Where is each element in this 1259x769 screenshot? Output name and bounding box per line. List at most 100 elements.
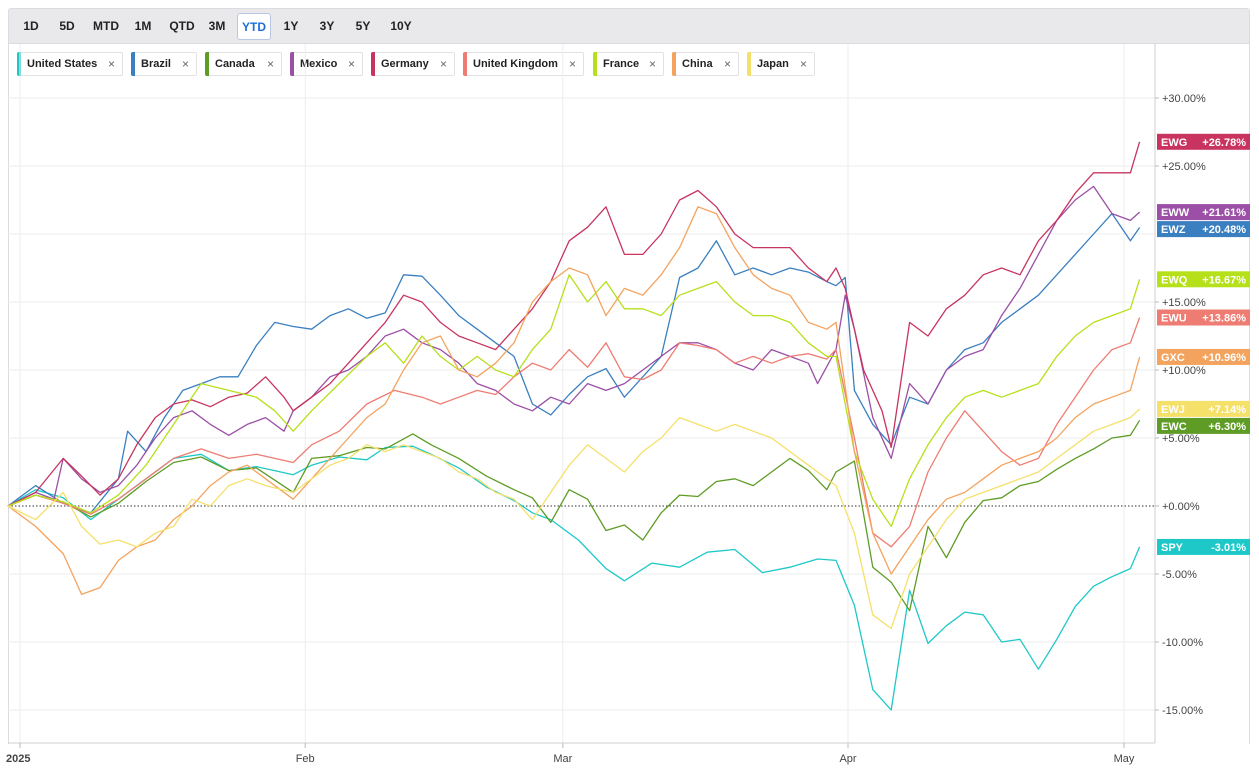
series-line-gxc xyxy=(7,206,1141,596)
remove-series-icon[interactable]: × xyxy=(648,57,656,71)
legend-swatch xyxy=(672,52,676,76)
series-line-ewz xyxy=(7,212,1141,514)
series-line-eww xyxy=(7,185,1141,507)
range-button-1y[interactable]: 1Y xyxy=(283,19,299,33)
range-button-mtd[interactable]: MTD xyxy=(93,19,119,33)
badge-value: +21.61% xyxy=(1202,207,1246,219)
end-value-badge-ewu xyxy=(1157,309,1250,326)
end-value-badge-eww xyxy=(1157,204,1250,221)
legend-chip-germany[interactable]: Germany × xyxy=(371,52,455,76)
badge-ticker: GXC xyxy=(1161,352,1185,364)
legend-swatch xyxy=(205,52,209,76)
x-tick-label: May xyxy=(1114,753,1135,765)
badge-value: +20.48% xyxy=(1202,224,1246,236)
legend-swatch xyxy=(371,52,375,76)
y-tick-label: +30.00% xyxy=(1162,93,1206,105)
range-button-5d[interactable]: 5D xyxy=(59,19,75,33)
badge-value: +10.96% xyxy=(1202,352,1246,364)
legend-label: Mexico xyxy=(300,58,338,70)
y-tick-label: +15.00% xyxy=(1162,297,1206,309)
end-value-badge-ewj xyxy=(1157,400,1250,417)
badge-value: +16.67% xyxy=(1202,274,1246,286)
remove-series-icon[interactable]: × xyxy=(107,57,115,71)
badge-ticker: EWC xyxy=(1161,421,1187,433)
series-line-ewq xyxy=(7,274,1141,528)
y-tick-label: -5.00% xyxy=(1162,569,1197,581)
badge-value: +7.14% xyxy=(1208,404,1246,416)
legend-chip-canada[interactable]: Canada × xyxy=(205,52,282,76)
remove-series-icon[interactable]: × xyxy=(568,57,576,71)
x-tick-label: 2025 xyxy=(6,753,30,765)
legend-chip-china[interactable]: China × xyxy=(672,52,739,76)
chart-frame xyxy=(8,44,1250,744)
legend-label: France xyxy=(603,58,640,70)
legend-chip-mexico[interactable]: Mexico × xyxy=(290,52,363,76)
legend-swatch xyxy=(747,52,751,76)
legend-label: Canada xyxy=(215,58,255,70)
series-line-ewu xyxy=(7,317,1141,548)
x-tick-label: Apr xyxy=(839,753,856,765)
badge-ticker: SPY xyxy=(1161,542,1184,554)
range-button-1m[interactable]: 1M xyxy=(134,19,152,33)
legend-label: Brazil xyxy=(141,58,171,70)
end-value-badge-ewz xyxy=(1157,221,1250,238)
legend-chip-brazil[interactable]: Brazil × xyxy=(131,52,197,76)
badge-value: +26.78% xyxy=(1202,137,1246,149)
x-tick-label: Mar xyxy=(553,753,572,765)
end-value-badge-gxc xyxy=(1157,348,1250,365)
x-tick-label: Feb xyxy=(296,753,315,765)
legend-swatch xyxy=(290,52,294,76)
y-tick-label: +5.00% xyxy=(1162,433,1200,445)
badge-value: -3.01% xyxy=(1211,542,1246,554)
legend-chip-japan[interactable]: Japan × xyxy=(747,52,815,76)
badge-value: +13.86% xyxy=(1202,313,1246,325)
range-button-1d[interactable]: 1D xyxy=(23,19,39,33)
badge-ticker: EWQ xyxy=(1161,274,1188,286)
remove-series-icon[interactable]: × xyxy=(181,57,189,71)
range-button-qtd[interactable]: QTD xyxy=(169,19,195,33)
badge-ticker: EWW xyxy=(1161,207,1190,219)
y-tick-label: -10.00% xyxy=(1162,637,1203,649)
legend-label: United States xyxy=(27,58,98,70)
remove-series-icon[interactable]: × xyxy=(439,57,447,71)
range-button-10y[interactable]: 10Y xyxy=(390,19,412,33)
range-button-3y[interactable]: 3Y xyxy=(319,19,335,33)
badge-ticker: EWG xyxy=(1161,137,1187,149)
end-value-badge-ewc xyxy=(1157,417,1250,434)
legend-label: China xyxy=(682,58,713,70)
series-line-spy xyxy=(7,445,1141,711)
legend-label: Germany xyxy=(381,58,429,70)
end-value-badge-spy xyxy=(1157,538,1250,555)
end-value-badge-ewg xyxy=(1157,133,1250,150)
series-line-ewg xyxy=(7,141,1141,507)
legend-label: Japan xyxy=(757,58,789,70)
y-tick-label: -15.00% xyxy=(1162,705,1203,717)
y-tick-label: +25.00% xyxy=(1162,161,1206,173)
legend-swatch xyxy=(463,52,467,76)
remove-series-icon[interactable]: × xyxy=(723,57,731,71)
remove-series-icon[interactable]: × xyxy=(347,57,355,71)
badge-value: +6.30% xyxy=(1208,421,1246,433)
y-tick-label: +0.00% xyxy=(1162,501,1200,513)
legend-chip-united-kingdom[interactable]: United Kingdom × xyxy=(463,52,584,76)
legend-swatch xyxy=(131,52,135,76)
legend-chip-france[interactable]: France × xyxy=(593,52,664,76)
legend-chip-united-states[interactable]: United States × xyxy=(17,52,123,76)
remove-series-icon[interactable]: × xyxy=(799,57,807,71)
legend-swatch xyxy=(17,52,21,76)
legend-swatch xyxy=(593,52,597,76)
remove-series-icon[interactable]: × xyxy=(266,57,274,71)
badge-ticker: EWJ xyxy=(1161,404,1185,416)
time-range-toolbar: 1D 5D MTD 1M QTD 3M YTD 1Y 3Y 5Y 10Y xyxy=(8,8,1250,44)
range-button-3m[interactable]: 3M xyxy=(208,19,226,33)
series-line-ewc xyxy=(7,419,1141,612)
series-line-ewj xyxy=(7,408,1141,630)
range-button-5y[interactable]: 5Y xyxy=(355,19,371,33)
badge-ticker: EWZ xyxy=(1161,224,1186,236)
y-tick-label: +10.00% xyxy=(1162,365,1206,377)
range-button-ytd[interactable]: YTD xyxy=(237,13,271,40)
badge-ticker: EWU xyxy=(1161,313,1187,325)
legend-label: United Kingdom xyxy=(473,58,558,70)
end-value-badge-ewq xyxy=(1157,271,1250,288)
